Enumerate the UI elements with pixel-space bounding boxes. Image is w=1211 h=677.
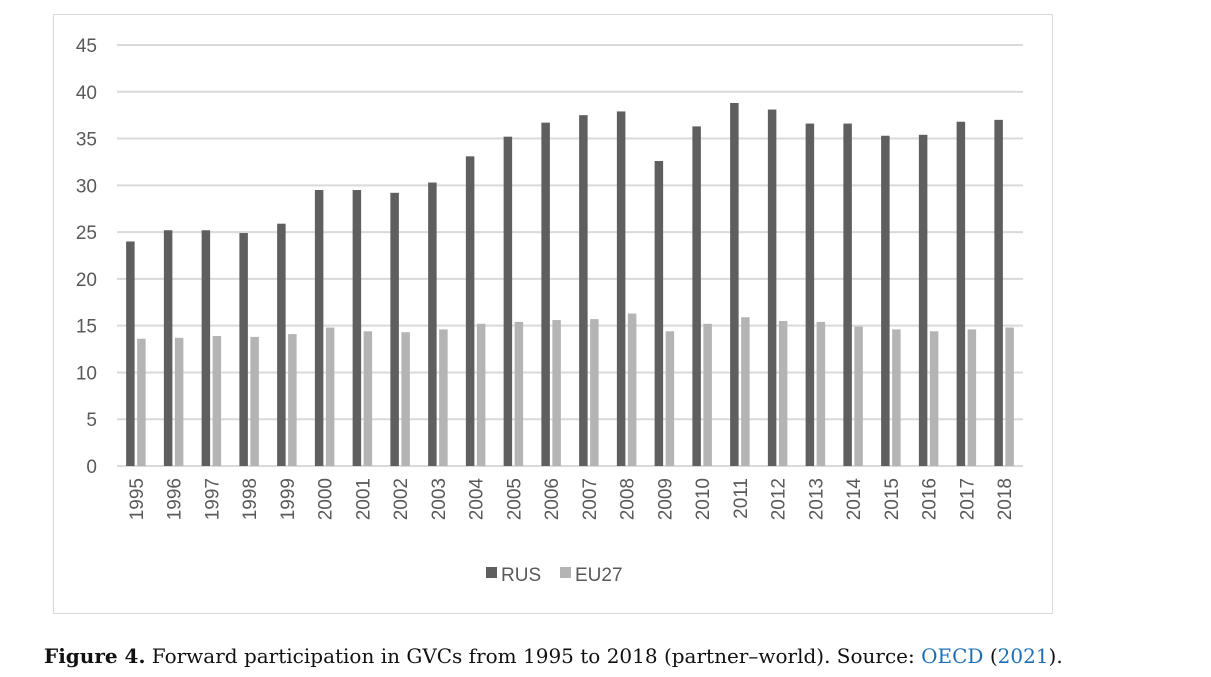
x-tick-label: 2002 <box>391 478 412 520</box>
chart-frame <box>53 14 1053 614</box>
bar-rus <box>126 241 135 466</box>
bar-eu27 <box>967 329 977 466</box>
bar-eu27 <box>363 331 373 466</box>
bar-eu27 <box>476 323 486 466</box>
y-tick-label: 0 <box>86 457 97 478</box>
bar-rus <box>503 136 513 466</box>
legend-label-rus: RUS <box>501 565 541 586</box>
bar-rus <box>805 123 815 466</box>
y-tick-label: 25 <box>76 223 97 244</box>
bar-eu27 <box>854 326 863 466</box>
x-tick-label: 2014 <box>844 478 865 521</box>
bar-eu27 <box>174 337 184 466</box>
x-tick-label: 2006 <box>542 478 563 520</box>
bar-eu27 <box>892 329 901 466</box>
bar-rus <box>163 230 173 466</box>
bar-rus <box>277 223 286 466</box>
bar-rus <box>352 190 362 466</box>
x-tick-label: 2010 <box>693 478 714 520</box>
bar-eu27 <box>1005 327 1014 466</box>
x-tick-label: 1998 <box>240 478 261 520</box>
bar-eu27 <box>627 313 637 466</box>
x-tick-label: 1999 <box>278 478 299 520</box>
bar-rus <box>390 192 399 466</box>
x-tick-label: 1996 <box>165 478 186 520</box>
bar-rus <box>654 161 664 466</box>
y-tick-label: 30 <box>76 176 97 197</box>
bar-rus <box>201 230 211 466</box>
bar-rus <box>767 109 777 466</box>
bar-chart: 1995 1996 1997 1998 1999 2000 2001 2002 2003 2004… <box>76 36 1023 586</box>
bar-eu27 <box>929 331 939 466</box>
bar-rus <box>428 182 437 466</box>
x-tick-label: 2000 <box>316 478 337 520</box>
bar-eu27 <box>250 336 259 466</box>
bar-rus <box>465 156 475 466</box>
bar-eu27 <box>590 319 599 466</box>
x-tick-label: 2008 <box>618 478 639 520</box>
caption-close: ). <box>1048 644 1063 668</box>
bar-rus <box>843 123 852 466</box>
legend-label-eu27: EU27 <box>575 565 623 586</box>
x-tick-label: 2004 <box>467 478 488 521</box>
x-tick-label: 1997 <box>202 478 223 520</box>
bar-rus <box>616 111 626 467</box>
bar-eu27 <box>778 320 788 466</box>
bar-rus <box>956 121 966 467</box>
bar-eu27 <box>703 323 712 466</box>
y-tick-label: 10 <box>76 363 97 384</box>
bar-eu27 <box>401 332 410 466</box>
x-tick-label: 2007 <box>580 478 601 520</box>
x-tick-label: 2015 <box>882 478 903 520</box>
bar-rus <box>730 103 739 466</box>
x-tick-label: 2011 <box>731 478 752 519</box>
figure-caption: Figure 4. Forward participation in GVCs … <box>44 644 1063 668</box>
figure-label: Figure 4. <box>44 644 146 668</box>
bar-eu27 <box>552 320 561 466</box>
bar-eu27 <box>212 335 222 466</box>
legend-swatch-eu27 <box>560 567 571 578</box>
bar-eu27 <box>514 321 524 466</box>
bar-rus <box>239 233 248 466</box>
x-tick-label: 2001 <box>353 478 374 520</box>
x-tick-label: 2005 <box>504 478 525 520</box>
x-tick-label: 2009 <box>655 478 676 520</box>
x-tick-label: 2013 <box>806 478 827 520</box>
bar-eu27 <box>137 338 146 466</box>
source-link[interactable]: OECD <box>921 644 984 668</box>
y-tick-label: 45 <box>76 36 97 57</box>
bar-rus <box>692 126 701 466</box>
y-tick-label: 5 <box>86 410 97 431</box>
y-tick-label: 35 <box>76 130 97 151</box>
bar-eu27 <box>288 334 297 466</box>
y-tick-label: 15 <box>76 317 97 338</box>
bar-rus <box>918 134 928 466</box>
bar-eu27 <box>665 331 675 466</box>
x-tick-label: 2012 <box>769 478 790 520</box>
caption-text: Forward participation in GVCs from 1995 … <box>145 644 922 668</box>
x-tick-label: 2016 <box>920 478 941 520</box>
bar-rus <box>994 119 1003 466</box>
x-tick-label: 2003 <box>429 478 450 520</box>
bar-rus <box>314 190 324 466</box>
bar-rus <box>541 122 550 466</box>
bar-eu27 <box>439 329 448 466</box>
y-tick-label: 20 <box>76 270 97 291</box>
year-link[interactable]: 2021 <box>997 644 1049 668</box>
y-tick-label: 40 <box>76 83 97 104</box>
x-tick-label: 1995 <box>127 478 148 520</box>
bar-eu27 <box>816 321 826 466</box>
x-tick-label: 2017 <box>957 478 978 520</box>
caption-open: ( <box>983 644 998 668</box>
x-tick-label: 2018 <box>995 478 1016 520</box>
bar-eu27 <box>741 317 750 466</box>
bar-rus <box>579 115 588 467</box>
legend-swatch-rus <box>486 567 497 578</box>
bar-rus <box>881 135 890 466</box>
bar-eu27 <box>325 327 335 466</box>
